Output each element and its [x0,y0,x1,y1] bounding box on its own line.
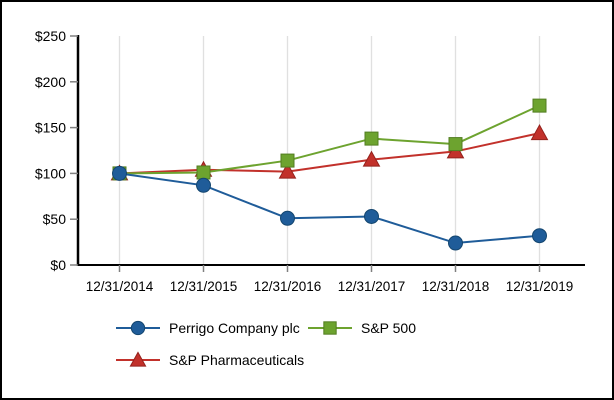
chart-legend: Perrigo Company plc S&P 500 S&P Pharmaceut… [116,319,596,369]
circle-marker-icon [280,210,295,226]
legend-label: S&P 500 [361,320,417,336]
chart-plot-area: $0 $50 $100 $150 $200 $250 12/31/2014 12/31/201… [35,28,585,294]
triangle-legend-marker-icon [116,351,160,367]
circle-marker-icon [364,208,379,224]
square-legend-marker-icon [308,321,352,335]
triangle-marker-icon [129,351,147,367]
square-marker-icon [280,153,295,168]
x-tick-label: 12/31/2015 [170,279,238,294]
y-tick-label: $200 [35,74,66,90]
series-line [119,104,540,175]
circle-marker-icon [130,320,146,336]
y-tick-label: $50 [43,211,67,227]
x-tick-label: 12/31/2018 [422,279,490,294]
square-marker-icon [196,165,211,180]
triangle-marker-icon [530,124,549,141]
y-tick-label: $100 [35,165,66,181]
triangle-marker-icon [362,150,381,167]
legend-item: Perrigo Company plc [116,319,308,337]
square-marker-icon [323,321,337,335]
legend-item: S&P Pharmaceuticals [116,351,308,369]
legend-item: S&P 500 [308,319,500,337]
square-marker-icon [364,131,379,146]
circle-marker-icon [196,177,211,193]
circle-legend-marker-icon [116,320,160,336]
circle-marker-icon [112,165,127,181]
x-tick-label: 12/31/2019 [506,279,574,294]
x-tick-label: 12/31/2014 [86,279,154,294]
x-tick-label: 12/31/2017 [338,279,406,294]
legend-label: S&P Pharmaceuticals [169,352,305,368]
y-tick-label: $250 [35,28,66,44]
triangle-marker-icon [278,162,297,179]
square-marker-icon [532,98,547,113]
y-tick-label: $150 [35,120,66,136]
circle-marker-icon [448,235,463,251]
series-line [119,132,540,175]
y-tick-label: $0 [50,257,66,273]
x-tick-label: 12/31/2016 [254,279,322,294]
square-marker-icon [448,137,463,152]
circle-marker-icon [532,228,547,244]
series-line [119,172,540,245]
legend-label: Perrigo Company plc [169,320,300,336]
